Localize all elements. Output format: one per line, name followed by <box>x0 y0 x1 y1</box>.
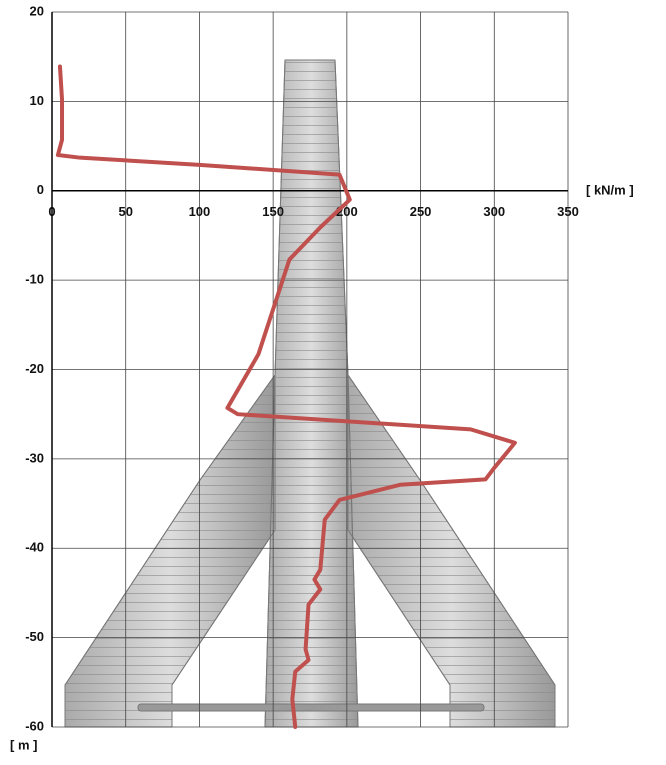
y-tick-label: 10 <box>30 93 44 108</box>
y-tick-label: -50 <box>25 629 44 644</box>
y-tick-label: -10 <box>25 272 44 287</box>
x-tick-label: 150 <box>262 204 284 219</box>
line <box>55 64 517 729</box>
y-tick-label: -60 <box>25 718 44 733</box>
x-tick-label: 300 <box>483 204 505 219</box>
structure <box>64 59 556 728</box>
x-tick-label: 350 <box>557 204 579 219</box>
x-tick-label: 50 <box>118 204 132 219</box>
x-axis-label: [ kN/m ] <box>586 182 634 197</box>
y-tick-label: -20 <box>25 361 44 376</box>
x-tick-label: 100 <box>189 204 211 219</box>
y-tick-label: -30 <box>25 450 44 465</box>
y-axis-label: [ m ] <box>10 737 37 752</box>
x-tick-label: 250 <box>410 204 432 219</box>
y-tick-label: 0 <box>37 182 44 197</box>
y-tick-label: 20 <box>30 3 44 18</box>
y-tick-label: -40 <box>25 540 44 555</box>
